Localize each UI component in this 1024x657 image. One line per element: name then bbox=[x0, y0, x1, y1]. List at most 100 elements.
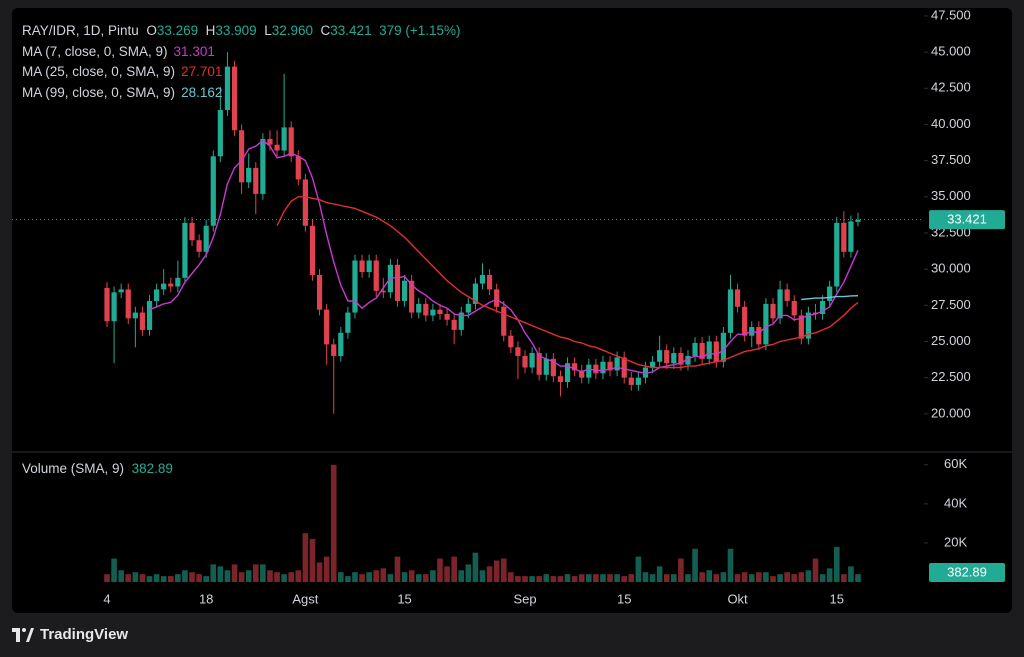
candle-body bbox=[819, 300, 826, 314]
volume-bar bbox=[274, 572, 280, 582]
candle-body bbox=[579, 370, 585, 378]
volume-tick-label: 60K bbox=[944, 456, 967, 471]
y-tick-label: 40.000 bbox=[931, 116, 971, 131]
candle-body bbox=[586, 364, 592, 378]
volume-bar bbox=[309, 539, 316, 582]
candle-body bbox=[664, 350, 670, 364]
candle-body bbox=[479, 274, 486, 284]
candle-body bbox=[614, 357, 620, 371]
candle-body bbox=[430, 309, 436, 316]
candle-body bbox=[246, 167, 252, 183]
volume-bar bbox=[408, 570, 415, 582]
candle-body bbox=[628, 377, 634, 385]
candle-body bbox=[217, 110, 223, 157]
candle-body bbox=[437, 309, 443, 314]
candle-body bbox=[727, 289, 734, 333]
volume-bar bbox=[522, 576, 528, 582]
volume-bar bbox=[260, 564, 266, 582]
volume-bar bbox=[146, 576, 153, 582]
y-tick-label: 47.500 bbox=[931, 7, 971, 22]
volume-bar bbox=[160, 576, 167, 582]
ma-name: MA (25, close, 0, SMA, 9) bbox=[22, 64, 176, 79]
x-tick-label: 4 bbox=[103, 591, 110, 606]
volume-bar bbox=[578, 574, 585, 582]
candle-body bbox=[564, 363, 571, 382]
volume-bar bbox=[316, 562, 323, 582]
candle-body bbox=[239, 130, 245, 183]
candle-body bbox=[267, 138, 273, 145]
volume-bar bbox=[770, 576, 776, 582]
volume-bar bbox=[210, 564, 217, 582]
volume-bar bbox=[373, 570, 380, 582]
y-tick-label: 37.500 bbox=[931, 152, 971, 167]
x-tick-label: Okt bbox=[727, 591, 748, 606]
volume-bar bbox=[345, 576, 351, 582]
volume-bar bbox=[359, 574, 365, 582]
volume-bar bbox=[855, 574, 861, 582]
volume-bar bbox=[805, 570, 812, 582]
volume-bar bbox=[352, 572, 358, 582]
candle-body bbox=[515, 347, 521, 356]
volume-title: Volume (SMA, 9) bbox=[22, 461, 125, 476]
candle-body bbox=[593, 364, 599, 374]
candle-body bbox=[713, 341, 719, 362]
candle-body bbox=[118, 289, 124, 293]
volume-bar bbox=[543, 574, 550, 582]
candle-body bbox=[805, 312, 812, 339]
moving-average-line bbox=[149, 139, 859, 375]
candle-body bbox=[104, 287, 110, 322]
volume-bar bbox=[479, 570, 486, 582]
volume-bar bbox=[189, 572, 195, 582]
volume-bar bbox=[593, 574, 599, 582]
volume-bar bbox=[182, 570, 188, 582]
candle-body bbox=[678, 353, 684, 365]
volume-bar bbox=[727, 548, 734, 582]
candle-body bbox=[182, 222, 188, 278]
volume-bar bbox=[153, 574, 160, 582]
volume-bar bbox=[231, 564, 238, 582]
volume-bar bbox=[245, 570, 252, 582]
volume-bar bbox=[437, 558, 443, 582]
volume-bar bbox=[600, 574, 606, 582]
candle-body bbox=[345, 312, 351, 333]
candle-body bbox=[295, 156, 301, 180]
volume-bar bbox=[671, 574, 677, 582]
volume-bar bbox=[777, 574, 783, 582]
volume-bar bbox=[465, 564, 472, 582]
volume-bar bbox=[167, 576, 174, 582]
candle-body bbox=[543, 358, 549, 375]
volume-value-box bbox=[929, 563, 1005, 582]
volume-bar bbox=[692, 548, 698, 582]
volume-bar bbox=[508, 572, 514, 582]
candle-body bbox=[288, 127, 294, 157]
candle-body bbox=[302, 179, 308, 226]
candle-body bbox=[416, 303, 422, 313]
x-tick-label: Agst bbox=[292, 591, 318, 606]
volume-bar bbox=[826, 568, 833, 582]
candle-body bbox=[720, 332, 726, 362]
candle-body bbox=[224, 66, 231, 110]
candle-body bbox=[827, 286, 833, 301]
brand-name: TradingView bbox=[40, 626, 129, 643]
candle-body bbox=[380, 290, 386, 293]
volume-bar bbox=[132, 572, 139, 582]
volume-value-label: 382.89 bbox=[947, 564, 987, 579]
high-label: H bbox=[205, 23, 216, 38]
candle-body bbox=[409, 280, 415, 313]
y-tick-label: 45.000 bbox=[931, 44, 971, 59]
candle-body bbox=[734, 289, 741, 307]
candle-body bbox=[161, 283, 167, 290]
candle-body bbox=[841, 222, 847, 252]
volume-bar bbox=[621, 576, 628, 582]
volume-bar bbox=[281, 574, 287, 582]
candle-body bbox=[536, 353, 542, 375]
volume-bar bbox=[706, 570, 713, 582]
y-tick-label: 42.500 bbox=[931, 80, 971, 95]
candle-body bbox=[189, 222, 195, 241]
candle-body bbox=[196, 240, 202, 252]
candle-body bbox=[168, 283, 174, 287]
volume-bar bbox=[571, 576, 578, 582]
brand-logo bbox=[12, 627, 34, 642]
candle-body bbox=[692, 342, 698, 356]
